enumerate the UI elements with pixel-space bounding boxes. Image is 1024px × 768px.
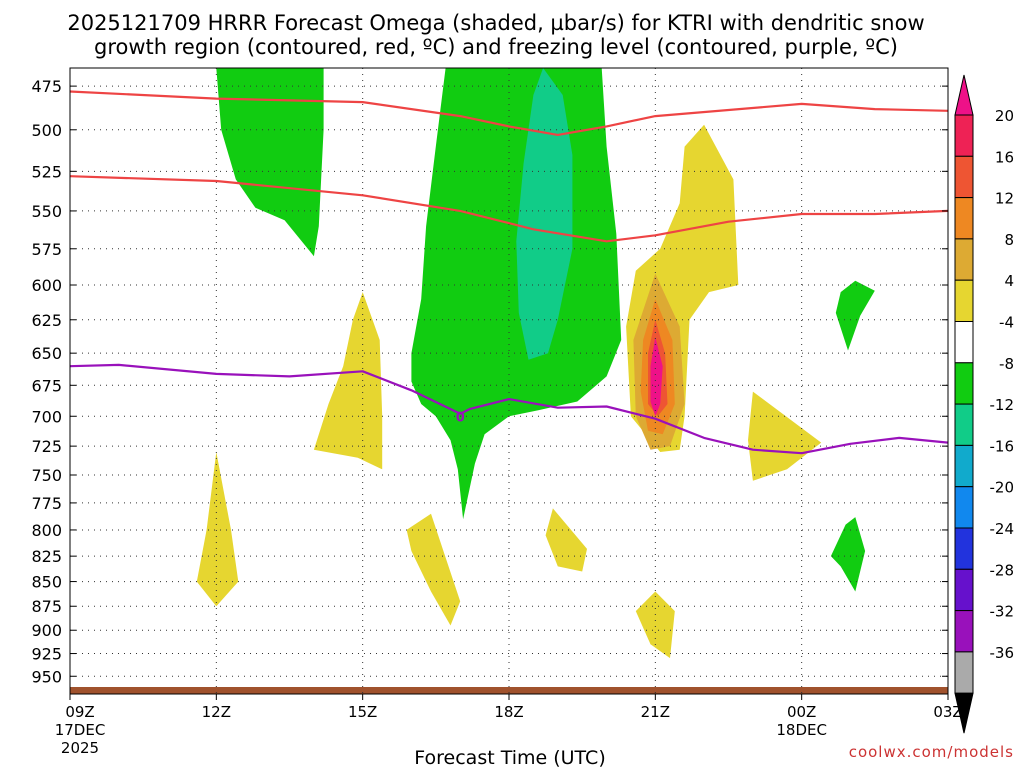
y-tick-label: 725 <box>31 437 62 456</box>
omega-subsidence-region-4 <box>545 508 587 572</box>
y-tick-label: 475 <box>31 77 62 96</box>
x-axis-label: Forecast Time (UTC) <box>414 747 605 768</box>
omega-upward-region-3 <box>516 68 573 360</box>
contour-label-freezing_level_0C: 0 <box>456 410 465 425</box>
colorbar-bin <box>954 321 974 364</box>
colorbar-bin <box>954 527 974 570</box>
y-tick-label: 750 <box>31 466 62 485</box>
y-tick-label: 500 <box>31 121 62 140</box>
contours: 0 <box>70 90 948 455</box>
colorbar-bin <box>954 362 974 405</box>
x-tick-sublabel2: 2025 <box>61 739 99 757</box>
colorbar-tick-label: -36 <box>990 644 1015 662</box>
y-tick-label: 925 <box>31 645 62 664</box>
colorbar-bin <box>954 444 974 488</box>
colorbar-tick-label: -28 <box>990 561 1015 579</box>
omega-upward-region-5 <box>830 517 866 592</box>
y-tick-label: 700 <box>31 407 62 426</box>
y-tick-label: 575 <box>31 240 62 259</box>
colorbar-top-arrow <box>954 74 974 116</box>
y-tick-label: 525 <box>31 162 62 181</box>
colorbar-tick-label: -32 <box>990 603 1015 621</box>
y-tick-label: 950 <box>31 667 62 686</box>
omega-subsidence-region-2 <box>196 452 239 607</box>
colorbar-bin <box>954 114 974 157</box>
y-axis: 475 500 525 550 575 600 625 650 675 700 725 750 775 8… <box>31 77 948 686</box>
colorbar-tick-label: 20 <box>995 107 1014 125</box>
chart-title-line2: growth region (contoured, red, ºC) and f… <box>94 35 898 59</box>
chart-title-line1: 2025121709 HRRR Forecast Omega (shaded, … <box>67 11 924 35</box>
colorbar-tick-label: -8 <box>999 355 1014 373</box>
y-tick-label: 825 <box>31 547 62 566</box>
colorbar-tick-label: 4 <box>1004 272 1014 290</box>
omega-subsidence-region-1 <box>313 292 383 470</box>
x-tick-label: 18Z <box>494 703 523 721</box>
y-tick-label: 875 <box>31 597 62 616</box>
y-tick-label: 675 <box>31 376 62 395</box>
colorbar-tick-label: -20 <box>990 479 1015 497</box>
omega-upward-region-1 <box>216 68 324 257</box>
x-tick-sublabel: 17DEC <box>55 721 106 739</box>
plot-area: 0 475 500 525 550 575 600 625 650 675 700 725 750 775… <box>31 67 963 757</box>
y-tick-label: 800 <box>31 521 62 540</box>
omega-subsidence-region-6 <box>748 391 822 481</box>
omega-upward-region-4 <box>835 280 875 351</box>
colorbar-bin <box>954 486 974 529</box>
contour-freezing_level_0C <box>70 363 948 455</box>
colorbar-tick-label: -12 <box>990 396 1015 414</box>
x-tick-label: 09Z <box>65 703 94 721</box>
y-tick-label: 650 <box>31 344 62 363</box>
y-tick-label: 625 <box>31 311 62 330</box>
credit-text: coolwx.com/models <box>849 743 1014 761</box>
colorbar: 20 16 12 8 4 -4 -8 -12 -16 -20 -24 -28 -32 -36 <box>954 74 1015 734</box>
colorbar-bin <box>954 197 974 240</box>
colorbar-tick-label: 16 <box>995 148 1014 166</box>
colorbar-bin <box>954 155 974 199</box>
y-tick-label: 900 <box>31 621 62 640</box>
colorbar-bottom-arrow <box>954 692 974 734</box>
colorbar-tick-label: 12 <box>995 190 1014 208</box>
shaded-fields <box>70 68 948 694</box>
colorbar-bin <box>954 651 974 694</box>
colorbar-bin <box>954 238 974 281</box>
y-tick-label: 850 <box>31 573 62 592</box>
colorbar-tick-label: -4 <box>999 314 1014 332</box>
colorbar-bin <box>954 403 974 446</box>
x-tick-label: 03Z <box>933 703 962 721</box>
y-tick-label: 550 <box>31 202 62 221</box>
colorbar-tick-label: -24 <box>990 520 1015 538</box>
y-tick-label: 600 <box>31 276 62 295</box>
omega-subsidence-region-5 <box>635 591 675 659</box>
contour-dgz_upper_-17C <box>70 90 948 136</box>
contour-dgz_lower_-12C <box>70 175 948 243</box>
colorbar-bin <box>954 610 974 653</box>
omega-subsidence-region-3 <box>406 513 461 626</box>
x-tick-label: 15Z <box>348 703 377 721</box>
colorbar-bin <box>954 568 974 612</box>
x-tick-label: 00Z <box>787 703 816 721</box>
x-tick-sublabel: 18DEC <box>776 721 827 739</box>
y-tick-label: 775 <box>31 494 62 513</box>
x-tick-label: 12Z <box>202 703 231 721</box>
omega-upward-region-2 <box>411 68 622 520</box>
colorbar-bin <box>954 279 974 323</box>
colorbar-tick-label: 8 <box>1004 231 1014 249</box>
terrain-strip <box>70 687 948 694</box>
x-tick-label: 21Z <box>641 703 670 721</box>
colorbar-tick-label: -16 <box>990 437 1015 455</box>
omega-subsidence-region-11 <box>650 337 663 417</box>
